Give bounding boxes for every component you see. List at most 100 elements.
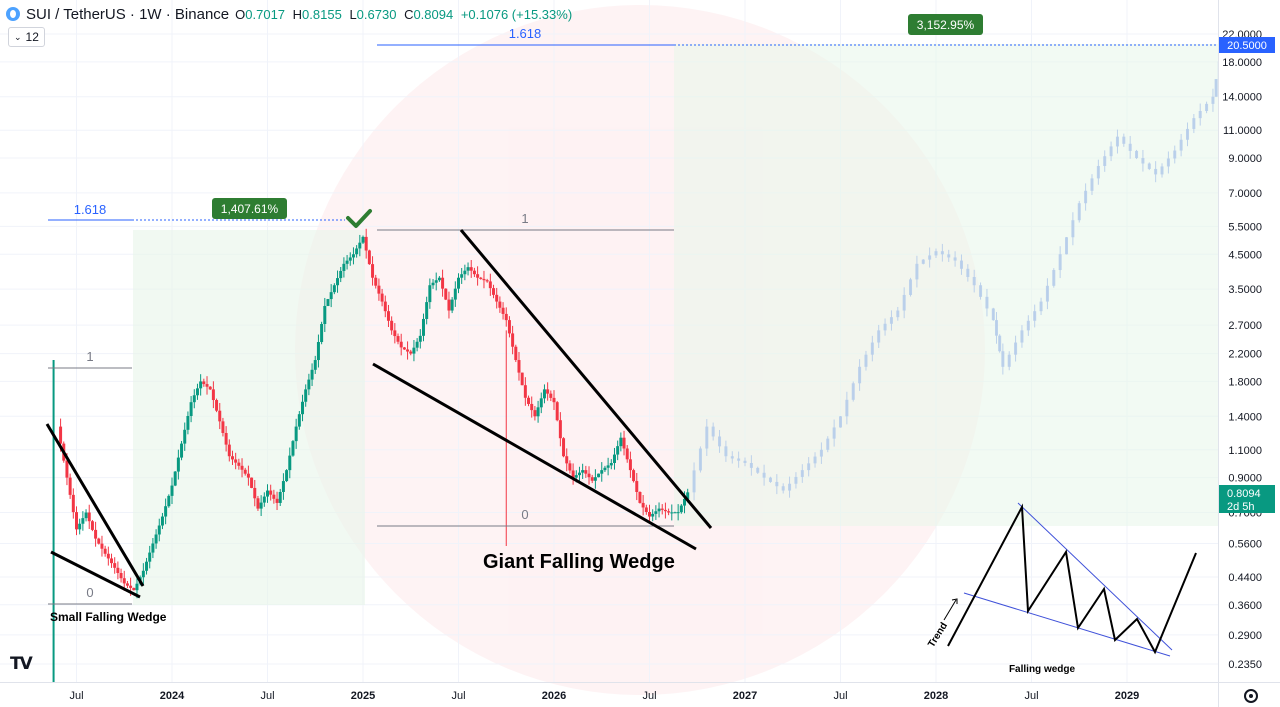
history-candle [371, 264, 375, 278]
history-candle [195, 388, 199, 396]
history-candle [625, 448, 629, 460]
history-candle [81, 518, 85, 524]
history-candle [530, 403, 534, 411]
history-candle [266, 490, 269, 497]
projection-candle [800, 470, 804, 477]
falling-wedge-diagram: Trend Falling wedge [926, 502, 1197, 675]
history-candle [167, 495, 171, 507]
time-tick-label: 2027 [733, 690, 757, 702]
history-candle [151, 543, 155, 553]
history-candle [316, 342, 320, 361]
projection-candle [775, 481, 779, 487]
history-candle [75, 512, 78, 530]
history-candle [603, 467, 607, 471]
projection-candle [870, 342, 874, 355]
gain-zone-left [133, 230, 365, 605]
history-candle [262, 496, 266, 503]
projection-candle [1109, 146, 1113, 157]
history-candle [536, 407, 540, 417]
projection-candle [730, 456, 734, 459]
history-candle [103, 548, 107, 554]
history-candle [444, 288, 448, 300]
gain-zone-right [674, 44, 1219, 526]
projection-candle [972, 277, 976, 286]
time-tick-label: 2026 [542, 690, 566, 702]
history-candle [97, 538, 101, 544]
history-candle [472, 270, 476, 275]
history-candle [476, 274, 480, 278]
history-candle [390, 320, 394, 331]
history-candle [683, 498, 687, 506]
projection-candle [1173, 150, 1177, 159]
price-tick-label: 1.4000 [1228, 411, 1262, 423]
price-tick-label: 4.5000 [1228, 249, 1262, 261]
projection-candle [1039, 301, 1043, 312]
projection-candle [940, 251, 944, 255]
history-candle [110, 558, 114, 564]
projection-candle [953, 257, 957, 261]
time-tick-label: Jul [69, 690, 83, 702]
history-candle [78, 523, 82, 530]
history-candle [246, 473, 250, 478]
history-candle [358, 242, 362, 249]
symbol-title[interactable]: SUI / TetherUS · 1W · Binance [26, 5, 230, 23]
projection-candle [1020, 330, 1024, 343]
history-candle [202, 381, 206, 385]
history-candle [253, 487, 257, 499]
settings-icon[interactable] [1244, 689, 1258, 703]
history-candle [495, 294, 499, 302]
price-tick-label: 0.4400 [1228, 572, 1262, 584]
projection-candle [1096, 165, 1100, 179]
projection-candle [1192, 118, 1196, 129]
history-candle [654, 511, 658, 514]
history-candle [84, 512, 88, 519]
projection-candle [1135, 150, 1139, 159]
time-axis[interactable]: Jul 2024 Jul 2025 Jul 2026 Jul 2027 Jul 2028 Jul 20… [69, 690, 1139, 702]
history-candle [590, 477, 594, 481]
history-candle [418, 335, 422, 342]
indicators-toggle[interactable]: ⌄ 12 [8, 27, 45, 47]
price-tick-label: 0.3600 [1228, 600, 1262, 612]
history-candle [59, 426, 63, 444]
history-candle [402, 347, 406, 350]
history-candle [542, 389, 546, 399]
history-candle [406, 349, 410, 352]
projection-candle [1266, 170, 1269, 182]
history-candle [183, 429, 187, 444]
history-candle [364, 236, 368, 251]
history-candle [568, 463, 572, 471]
ohlc-values: O0.7017 H0.8155 L0.6730 C0.8094 +0.1076 … [235, 6, 573, 22]
projection-candle [1090, 178, 1094, 191]
history-candle [326, 299, 330, 306]
history-candle [504, 313, 508, 321]
projection-candle [921, 259, 925, 264]
price-tick-label: 9.0000 [1228, 153, 1262, 165]
projection-candle [1045, 285, 1049, 302]
history-candle [275, 498, 279, 503]
indicator-count: 12 [25, 30, 39, 44]
history-candle [434, 280, 438, 283]
history-candle [288, 455, 292, 471]
history-candle [294, 426, 298, 442]
history-candle [332, 285, 336, 293]
history-candle [125, 583, 129, 586]
projection-candle [1198, 110, 1202, 119]
history-candle [597, 473, 601, 478]
history-candle [546, 389, 550, 394]
history-candle [469, 267, 473, 271]
projection-candle [1262, 158, 1265, 170]
history-candle [291, 441, 295, 456]
history-candle [562, 438, 566, 457]
history-candle [307, 379, 311, 390]
history-candle [421, 318, 425, 336]
history-candle [116, 567, 120, 574]
history-candle [577, 472, 581, 476]
projection-candle [705, 426, 709, 449]
history-candle [667, 511, 671, 513]
history-candle [113, 563, 117, 568]
price-axis[interactable]: 22.000018.000014.000011.00009.00007.0000… [1222, 29, 1262, 671]
projection-candle [1001, 351, 1005, 367]
history-candle [132, 587, 136, 591]
projection-candle [851, 383, 855, 400]
